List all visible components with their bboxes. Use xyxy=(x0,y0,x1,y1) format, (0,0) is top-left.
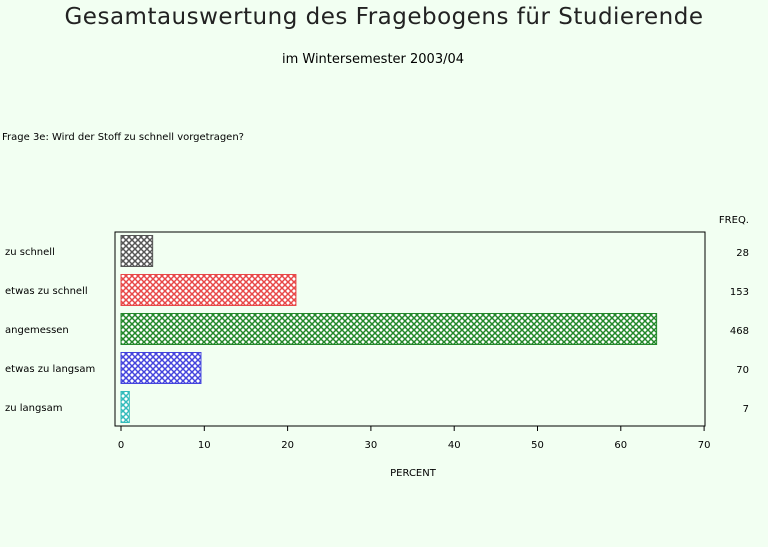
chart-title: Gesamtauswertung des Fragebogens für Stu… xyxy=(64,4,704,30)
x-tick-label: 40 xyxy=(448,440,461,451)
x-tick-label: 0 xyxy=(118,440,124,451)
freq-value: 7 xyxy=(743,404,749,415)
category-label: angemessen xyxy=(5,325,69,336)
freq-header: FREQ. xyxy=(719,215,749,226)
question-label: Frage 3e: Wird der Stoff zu schnell vorg… xyxy=(2,132,244,143)
freq-value: 468 xyxy=(730,326,749,337)
bar xyxy=(120,352,202,384)
x-axis-label: PERCENT xyxy=(390,468,437,479)
freq-value: 153 xyxy=(730,287,749,298)
x-tick-label: 60 xyxy=(614,440,627,451)
x-tick-label: 50 xyxy=(531,440,544,451)
x-tick-label: 10 xyxy=(198,440,211,451)
category-label: zu langsam xyxy=(5,403,62,414)
category-label: etwas zu schnell xyxy=(5,286,88,297)
bar xyxy=(120,391,130,423)
freq-value: 28 xyxy=(736,248,749,259)
bar xyxy=(120,313,658,345)
chart-subtitle: im Wintersemester 2003/04 xyxy=(281,52,465,67)
bar xyxy=(120,274,297,306)
freq-value: 70 xyxy=(736,365,749,376)
category-label: zu schnell xyxy=(5,247,55,258)
x-tick-label: 70 xyxy=(698,440,711,451)
category-label: etwas zu langsam xyxy=(5,364,95,375)
x-tick-label: 30 xyxy=(365,440,378,451)
bar xyxy=(120,235,154,267)
x-tick-label: 20 xyxy=(281,440,294,451)
